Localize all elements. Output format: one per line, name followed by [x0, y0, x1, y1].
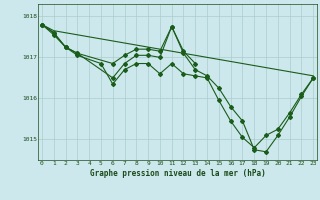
X-axis label: Graphe pression niveau de la mer (hPa): Graphe pression niveau de la mer (hPa) — [90, 169, 266, 178]
